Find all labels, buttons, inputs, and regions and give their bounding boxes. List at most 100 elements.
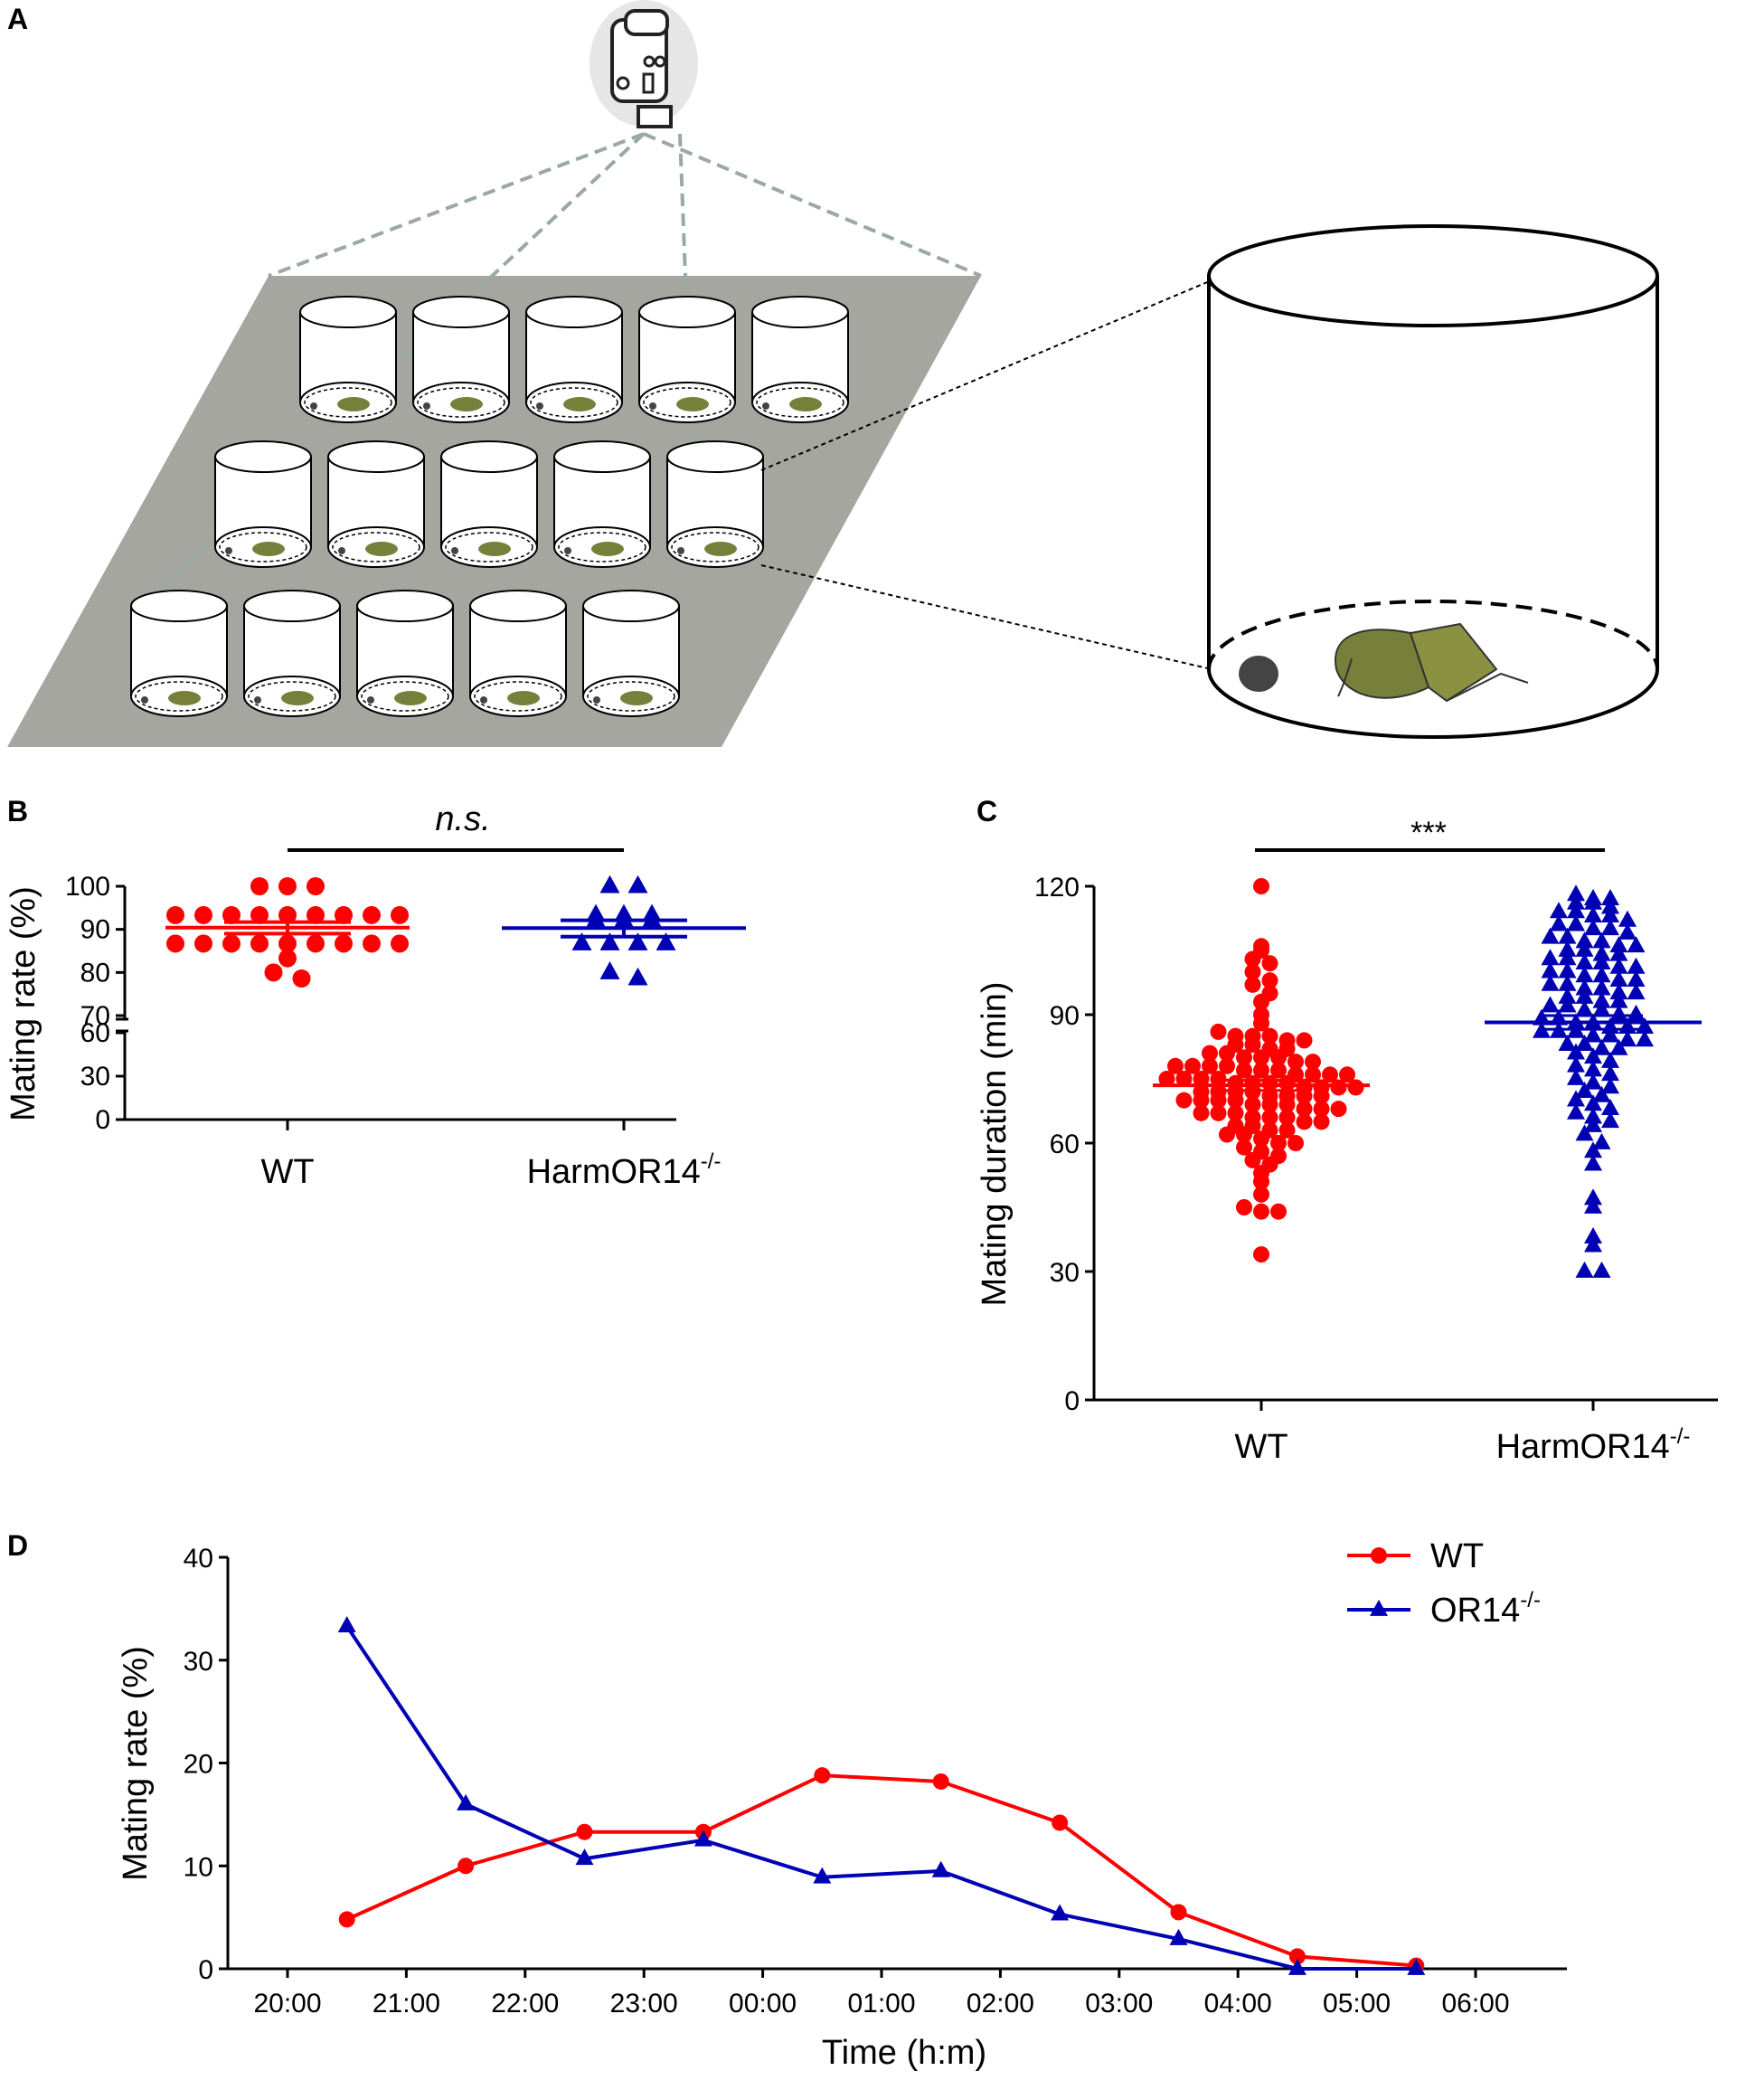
d-point-or14	[1288, 1958, 1306, 1975]
c-point-ko	[1567, 893, 1585, 910]
cup	[666, 440, 764, 568]
cup	[412, 296, 510, 423]
d-x-tick-label: 04:00	[1204, 1989, 1272, 2019]
cup-moth	[450, 397, 483, 411]
cup-rim	[751, 296, 849, 328]
d-point-wt	[932, 1773, 949, 1790]
c-point-ko	[1575, 979, 1594, 996]
c-point-wt	[1210, 1023, 1227, 1040]
c-point-wt	[1167, 1057, 1184, 1074]
cup	[638, 296, 736, 423]
c-point-wt	[1253, 1246, 1269, 1263]
cup-rim	[243, 590, 341, 622]
cup-floor	[671, 532, 759, 563]
c-point-wt	[1227, 1092, 1244, 1109]
d-point-wt	[576, 1823, 593, 1840]
c-point-wt	[1296, 1101, 1313, 1118]
d-line-or14	[345, 1625, 1417, 1971]
c-point-wt	[1184, 1057, 1201, 1074]
d-legend: WT OR14-/-	[1347, 1537, 1541, 1630]
b-category-ko: HarmOR14-/-	[527, 1149, 722, 1191]
panel-b-chart: 70 80 90 100 0 30 60 Mating rate (%) n.s. WT H…	[5, 800, 746, 1191]
panel-label-b: B	[7, 795, 28, 827]
b-point-wt	[278, 949, 297, 968]
c-point-wt	[1210, 1104, 1227, 1121]
b-y-axis-label: Mating rate (%)	[5, 886, 42, 1121]
b-point-ko	[627, 875, 648, 893]
c-point-ko	[1601, 897, 1619, 914]
b-y-tick-label: 90	[80, 915, 110, 945]
b-point-wt	[222, 934, 241, 953]
c-point-wt	[1210, 1092, 1227, 1109]
cup-moth	[704, 542, 737, 556]
c-point-wt	[1296, 1032, 1313, 1049]
cup-rim	[638, 296, 736, 328]
cup-rim	[356, 590, 454, 622]
c-point-ko	[1592, 931, 1611, 949]
cup-pellet	[762, 402, 769, 410]
legend-wt-label: WT	[1430, 1537, 1484, 1575]
cup-rim	[582, 590, 680, 622]
c-point-wt	[1253, 1130, 1269, 1148]
cup-pellet	[564, 547, 571, 554]
cup-pellet	[451, 547, 458, 554]
b-point-wt	[194, 934, 212, 953]
c-point-wt	[1244, 1151, 1261, 1168]
d-series	[337, 1616, 1426, 1975]
c-point-ko	[1567, 1090, 1585, 1107]
camera-icon	[590, 0, 698, 128]
d-tick-labels: 0 10 20 30 40 20:00 21:00 22:00 23:00 00:00 01:00 0…	[184, 1544, 1510, 2019]
c-point-wt	[1244, 1096, 1261, 1113]
c-point-wt	[1244, 963, 1261, 980]
c-points	[1158, 878, 1654, 1278]
c-point-wt	[1219, 1057, 1235, 1074]
c-y-tick-label: 0	[1064, 1386, 1080, 1416]
cup	[553, 440, 651, 568]
c-point-ko	[1584, 1188, 1602, 1205]
c-point-wt	[1236, 1199, 1252, 1215]
cup-floor	[445, 532, 533, 563]
d-axes	[219, 1555, 1567, 1978]
cup-rim	[412, 296, 510, 328]
cup-floor	[643, 387, 731, 418]
c-point-ko	[1592, 1132, 1611, 1149]
b-point-wt	[307, 934, 325, 953]
c-point-wt	[1219, 1126, 1235, 1143]
c-point-ko	[1567, 1102, 1585, 1120]
panel-d-chart: 0 10 20 30 40 20:00 21:00 22:00 23:00 00:00 01:00 0…	[117, 1537, 1567, 2072]
b-point-wt	[264, 963, 283, 982]
c-point-ko	[1601, 889, 1619, 906]
cup	[214, 440, 312, 568]
c-point-ko	[1584, 1235, 1602, 1253]
c-point-wt	[1313, 1087, 1330, 1104]
cup-pellet	[254, 696, 261, 704]
c-point-ko	[1601, 919, 1619, 936]
c-point-ko	[1567, 1055, 1585, 1073]
c-point-ko	[1609, 983, 1628, 1000]
c-point-wt	[1253, 1203, 1269, 1220]
c-point-ko	[1541, 927, 1560, 944]
c-point-ko	[1609, 957, 1628, 974]
cup-rim	[553, 440, 651, 473]
c-point-ko	[1541, 961, 1560, 979]
d-point-or14	[337, 1616, 356, 1633]
c-point-ko	[1609, 969, 1628, 987]
d-point-or14	[575, 1848, 594, 1866]
legend-or14-marker	[1370, 1599, 1388, 1616]
c-point-wt	[1339, 1066, 1355, 1083]
b-y-tick-label: 80	[80, 958, 110, 988]
c-point-wt	[1236, 1139, 1252, 1156]
cup-moth	[281, 691, 314, 705]
cup-rim	[525, 296, 623, 328]
c-point-wt	[1236, 1049, 1252, 1066]
b-category-wt: WT	[260, 1153, 314, 1191]
b-point-ko	[571, 932, 592, 950]
c-point-wt	[1193, 1071, 1210, 1087]
d-x-tick-label: 20:00	[253, 1989, 321, 2019]
d-x-tick-label: 05:00	[1323, 1989, 1391, 2019]
cup-rim	[214, 440, 312, 473]
b-points	[166, 875, 676, 988]
c-point-ko	[1541, 974, 1560, 991]
c-point-wt	[1288, 1135, 1304, 1151]
cup-floor	[304, 387, 392, 418]
